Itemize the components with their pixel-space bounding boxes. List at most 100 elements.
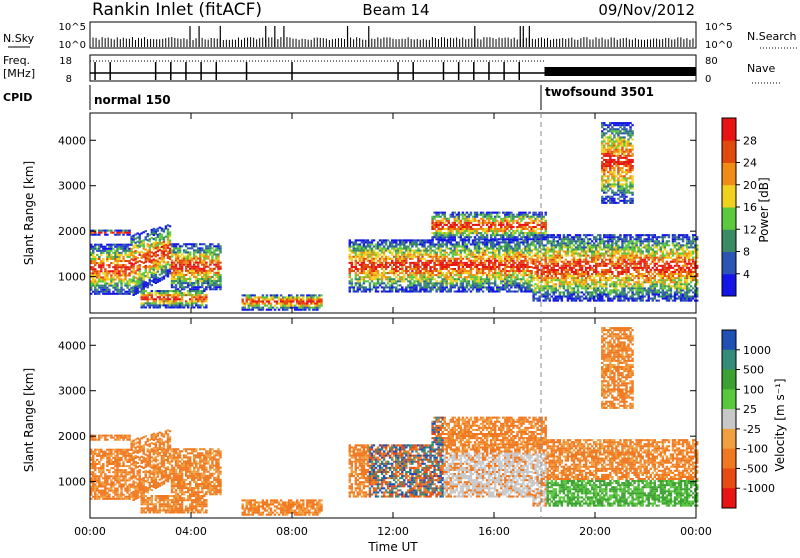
heatmap-cell [191,298,193,300]
heatmap-cell [478,220,480,222]
heatmap-cell [472,252,474,254]
heatmap-cell [454,226,456,228]
heatmap-cell [183,292,185,294]
heatmap-cell [516,230,518,232]
cpid-segment-normal: normal 150 [94,93,171,107]
heatmap-cell [551,281,553,283]
heatmap-cell [193,284,195,286]
heatmap-cell [433,286,435,288]
heatmap-cell [387,239,389,241]
heatmap-cell [219,249,221,251]
heatmap-cell [462,282,464,284]
heatmap-cell [504,262,506,264]
heatmap-cell [579,257,581,259]
heatmap-cell [197,288,199,290]
heatmap-cell [444,254,446,256]
heatmap-cell [510,246,512,248]
heatmap-cell [181,266,183,268]
heatmap-cell [563,287,565,289]
heatmap-cell [126,246,128,248]
heatmap-cell [534,246,536,248]
heatmap-cell [484,220,486,222]
heatmap-cell [377,291,379,293]
heatmap-cell [526,260,528,262]
heatmap-cell [559,236,561,238]
heatmap-cell [538,261,540,263]
heatmap-cell [470,250,472,252]
heatmap-cell [175,286,177,288]
heatmap-cell [482,284,484,286]
heatmap-cell [145,230,147,232]
heatmap-cell [179,290,181,292]
heatmap-cell [460,252,462,254]
heatmap-cell [522,276,524,278]
heatmap-cell [163,231,165,233]
heatmap-cell [452,214,454,216]
heatmap-cell [102,264,104,266]
heatmap-cell [379,246,381,248]
heatmap-cell [448,220,450,222]
heatmap-cell [520,250,522,252]
heatmap-cell [397,254,399,256]
heatmap-cell [571,296,573,298]
heatmap-cell [520,280,522,282]
heatmap-cell [530,272,532,274]
heatmap-cell [147,296,149,298]
heatmap-cell [575,251,577,253]
heatmap-cell [462,234,464,236]
heatmap-cell [195,276,197,278]
heatmap-cell [573,293,575,295]
heatmap-cell [419,270,421,272]
heatmap-cell [357,291,359,293]
heatmap-cell [363,278,365,280]
heatmap-cell [211,276,213,278]
heatmap-cell [555,283,557,285]
heatmap-cell [439,216,441,218]
heatmap-cell [258,303,260,305]
heatmap-cell [579,234,581,236]
heatmap-cell [458,243,460,245]
heatmap-cell [496,284,498,286]
heatmap-cell [478,243,480,245]
heatmap-cell [492,241,494,243]
heatmap-cell [108,264,110,266]
heatmap-cell [203,290,205,292]
heatmap-cell [167,228,169,230]
heatmap-cell [504,272,506,274]
heatmap-cell [349,243,351,245]
heatmap-cell [171,284,173,286]
heatmap-cell [488,280,490,282]
heatmap-cell [484,272,486,274]
heatmap-cell [518,243,520,245]
heatmap-cell [197,266,199,268]
heatmap-cell [534,212,536,214]
heatmap-cell [371,243,373,245]
heatmap-cell [219,274,221,276]
heatmap-cell [179,251,181,253]
heatmap-cell [446,252,448,254]
heatmap-cell [573,267,575,269]
heatmap-cell [96,283,98,285]
heatmap-cell [385,284,387,286]
heatmap-cell [435,268,437,270]
heatmap-cell [379,254,381,256]
heatmap-cell [411,246,413,248]
heatmap-cell [538,246,540,248]
heatmap-cell [377,276,379,278]
heatmap-cell [157,254,159,256]
heatmap-cell [573,238,575,240]
heatmap-cell [448,266,450,268]
heatmap-cell [557,269,559,271]
heatmap-cell [545,226,547,228]
heatmap-cell [446,246,448,248]
heatmap-cell [375,258,377,260]
heatmap-cell [128,285,130,287]
heatmap-cell [547,275,549,277]
heatmap-cell [371,241,373,243]
heatmap-cell [474,218,476,220]
heatmap-cell [104,268,106,270]
heatmap-cell [215,288,217,290]
heatmap-cell [169,240,171,242]
heatmap-cell [520,230,522,232]
heatmap-cell [514,280,516,282]
